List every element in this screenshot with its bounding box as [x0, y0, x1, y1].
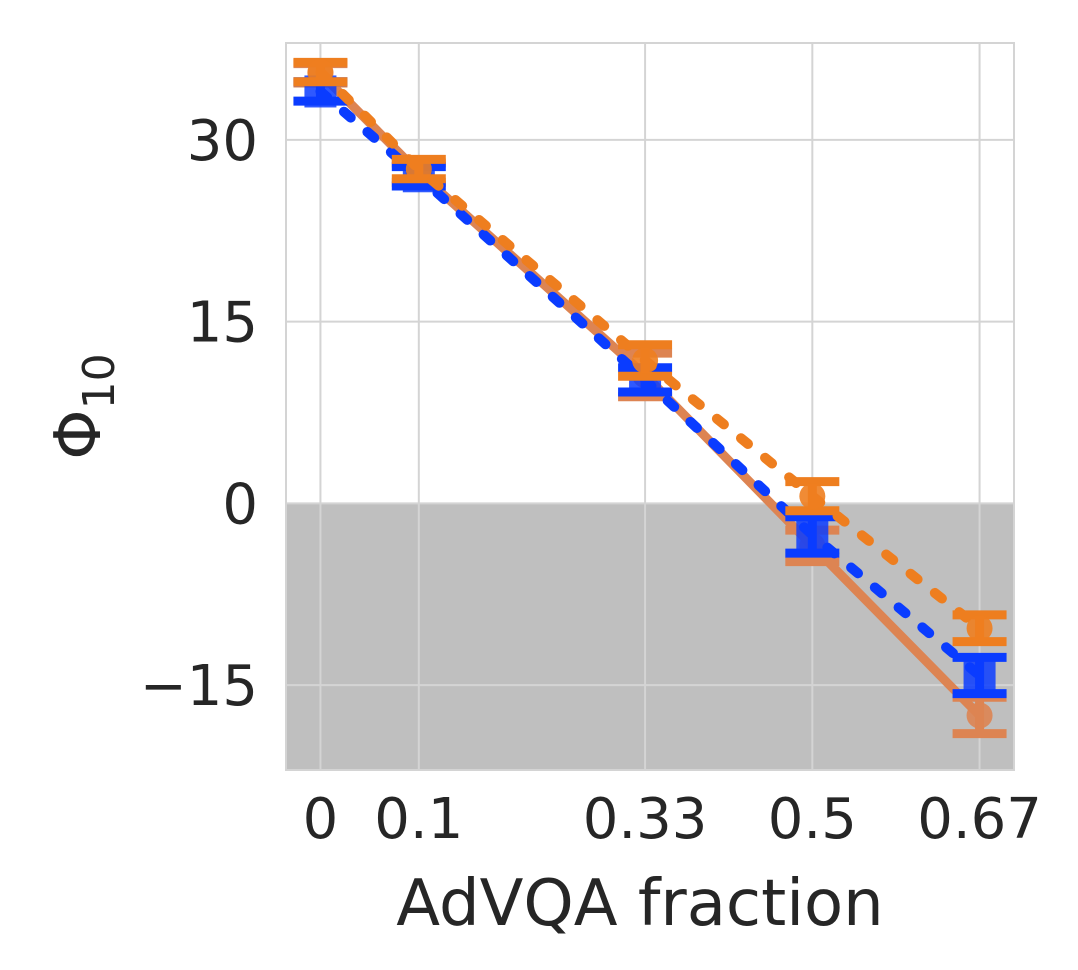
- series-3-marker: [966, 615, 993, 642]
- y-axis-label: Φ10: [42, 353, 125, 459]
- series-2-marker: [796, 518, 829, 551]
- x-tick-label: 0: [303, 787, 339, 852]
- x-tick-labels: 0 0.1 0.33 0.5 0.67: [303, 787, 1042, 852]
- series-layer: [293, 57, 1007, 739]
- y-tick-label: −15: [140, 654, 258, 719]
- y-tick-labels: 30 15 0 −15: [140, 109, 258, 719]
- series-3-marker: [405, 156, 432, 183]
- series-3-marker: [799, 483, 826, 510]
- series-3: [293, 57, 1007, 647]
- y-axis-label-subscript: 10: [74, 353, 125, 409]
- series-2-marker: [963, 659, 996, 692]
- x-tick-label: 0.5: [768, 787, 857, 852]
- plot-background: [286, 503, 1014, 770]
- x-tick-label: 0.67: [917, 787, 1042, 852]
- series-3-marker: [307, 59, 334, 86]
- y-tick-label: 0: [222, 472, 258, 537]
- x-axis-label: AdVQA fraction: [396, 867, 883, 941]
- series-1-marker: [966, 702, 993, 729]
- x-tick-label: 0.1: [374, 787, 463, 852]
- negative-region-shading: [286, 503, 1014, 770]
- y-axis-label-symbol: Φ: [42, 409, 116, 459]
- grid: [285, 42, 1015, 771]
- y-tick-label: 30: [187, 109, 258, 174]
- x-tick-label: 0.33: [583, 787, 708, 852]
- plot-frame: [285, 42, 1015, 771]
- series-3-marker: [632, 347, 659, 374]
- y-tick-label: 15: [187, 291, 258, 356]
